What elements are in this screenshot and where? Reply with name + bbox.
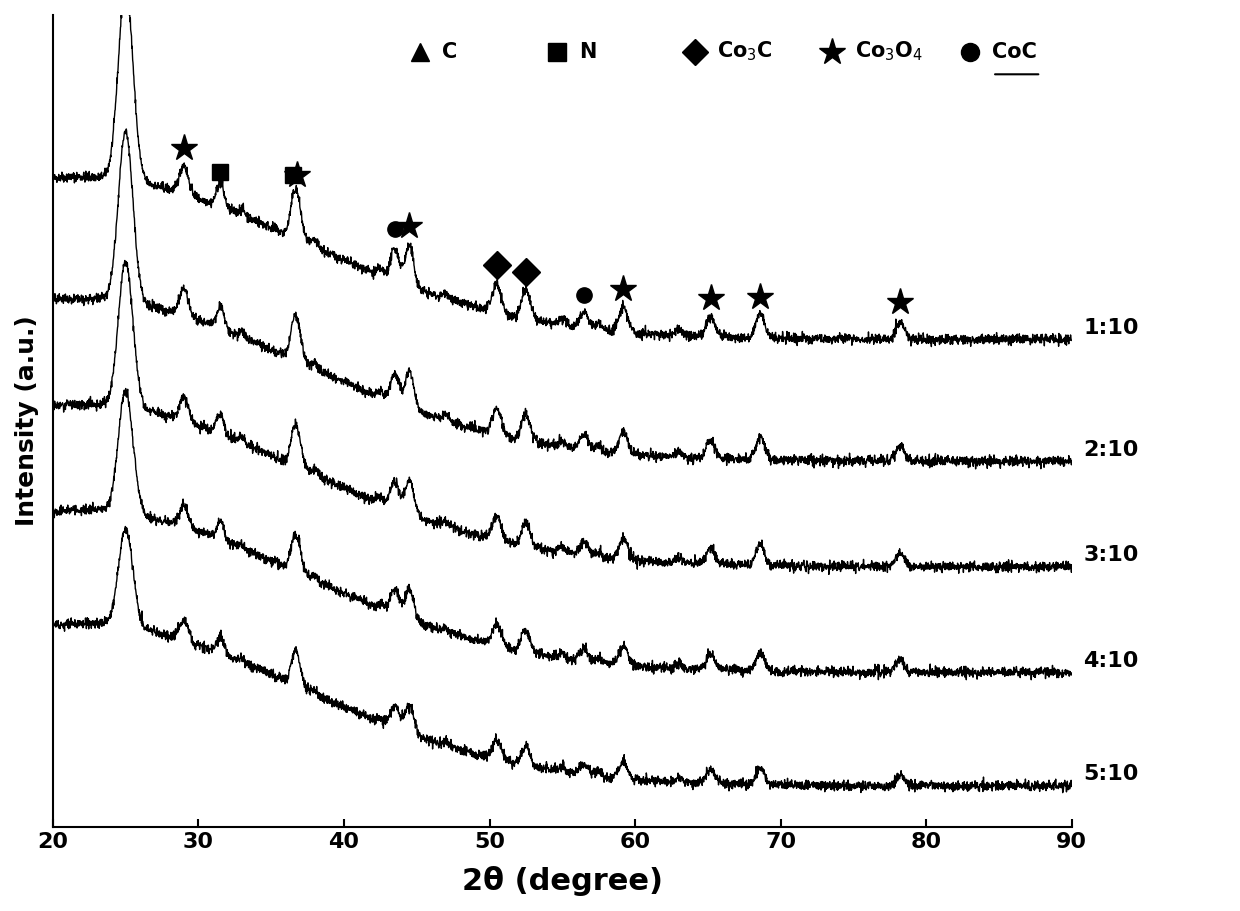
- Y-axis label: Intensity (a.u.): Intensity (a.u.): [15, 316, 38, 527]
- Text: CoC: CoC: [992, 42, 1037, 62]
- X-axis label: 2θ (degree): 2θ (degree): [461, 866, 663, 896]
- Text: Co$_3$O$_4$: Co$_3$O$_4$: [854, 40, 923, 64]
- Text: 5:10: 5:10: [1084, 764, 1138, 784]
- Text: 1:10: 1:10: [1084, 318, 1138, 338]
- Text: 2:10: 2:10: [1084, 439, 1138, 459]
- Text: Co$_3$C: Co$_3$C: [717, 40, 773, 64]
- Text: 3:10: 3:10: [1084, 545, 1138, 565]
- Text: 4:10: 4:10: [1084, 650, 1138, 670]
- Text: N: N: [579, 42, 596, 62]
- Text: C: C: [443, 42, 458, 62]
